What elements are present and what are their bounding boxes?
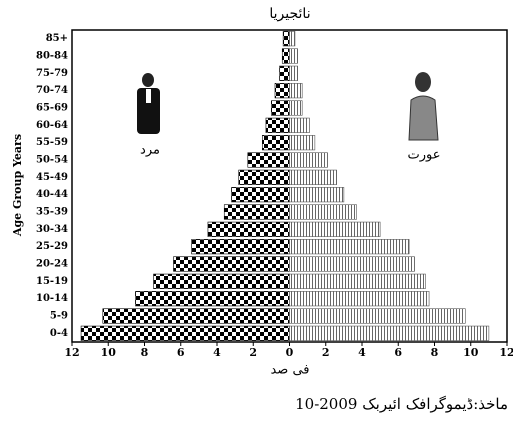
y-tick-label: 25-29 <box>36 241 68 252</box>
y-tick-label: 70-74 <box>36 85 68 96</box>
x-tick-label: 10 <box>463 346 479 359</box>
bar <box>290 49 298 64</box>
bar <box>232 187 290 202</box>
source: ماخذ:ڈیموگرافک ائیربک 2009-10 <box>295 395 508 413</box>
chart: نائجیریا فی صد Age Group Years ماخذ:ڈیمو… <box>0 0 513 419</box>
bar <box>239 170 290 185</box>
bar <box>290 83 303 98</box>
bar <box>290 222 381 237</box>
y-tick-label: 0-4 <box>50 328 68 339</box>
bar <box>290 309 466 324</box>
x-tick-label: 12 <box>499 346 513 359</box>
y-tick-label: 5-9 <box>50 311 68 322</box>
bar <box>135 291 289 306</box>
bar <box>224 205 289 220</box>
y-tick-label: 60-64 <box>36 120 68 131</box>
bar <box>103 309 290 324</box>
y-tick-label: 45-49 <box>36 172 68 183</box>
y-tick-label: 10-14 <box>36 293 68 304</box>
x-tick-label: 8 <box>141 346 149 359</box>
bar <box>271 101 289 116</box>
bar <box>262 135 289 150</box>
bar <box>290 205 357 220</box>
bar <box>290 274 426 289</box>
x-axis-label: فی صد <box>270 363 309 378</box>
bar <box>290 135 315 150</box>
y-tick-label: 65-69 <box>36 103 68 114</box>
x-tick-label: 10 <box>101 346 117 359</box>
y-tick-label: 15-19 <box>36 276 68 287</box>
y-axis-label: Age Group Years <box>11 134 24 237</box>
bar <box>290 31 295 46</box>
male-icon <box>137 73 160 134</box>
y-tick-label: 20-24 <box>36 259 68 270</box>
y-tick-label: 50-54 <box>36 155 68 166</box>
bar <box>174 257 290 272</box>
bar <box>290 118 310 133</box>
bar <box>290 101 303 116</box>
bar <box>275 83 290 98</box>
bar <box>290 239 410 254</box>
x-tick-label: 6 <box>177 346 185 359</box>
y-tick-label: 75-79 <box>36 68 68 79</box>
bar <box>192 239 290 254</box>
bar <box>154 274 290 289</box>
bar <box>290 326 489 341</box>
bar <box>266 118 290 133</box>
y-tick-label: 85+ <box>46 33 68 44</box>
x-tick-label: 6 <box>394 346 402 359</box>
y-tick-label: 55-59 <box>36 137 68 148</box>
bar <box>248 153 290 168</box>
x-tick-label: 0 <box>286 346 294 359</box>
bar <box>283 31 289 46</box>
y-tick-label: 80-84 <box>36 51 68 62</box>
female-icon <box>409 72 438 140</box>
bar <box>290 187 344 202</box>
x-tick-label: 12 <box>64 346 79 359</box>
bar <box>290 291 430 306</box>
bar <box>208 222 290 237</box>
bar <box>280 66 290 81</box>
x-tick-label: 4 <box>213 346 221 359</box>
legend-entry: مرد <box>140 143 160 158</box>
bar <box>290 170 337 185</box>
x-tick-label: 2 <box>322 346 330 359</box>
bar <box>290 153 328 168</box>
bar <box>290 257 415 272</box>
x-tick-label: 8 <box>431 346 439 359</box>
bar <box>282 49 289 64</box>
y-tick-label: 40-44 <box>36 189 68 200</box>
x-tick-label: 2 <box>249 346 257 359</box>
y-tick-label: 35-39 <box>36 207 68 218</box>
y-tick-label: 30-34 <box>36 224 68 235</box>
chart-title: نائجیریا <box>269 6 310 22</box>
page: {"chart_data": {"type": "pyramid", "titl… <box>0 0 513 423</box>
bar <box>290 66 298 81</box>
bar <box>81 326 289 341</box>
legend-entry: عورت <box>408 148 441 163</box>
x-tick-label: 4 <box>358 346 366 359</box>
